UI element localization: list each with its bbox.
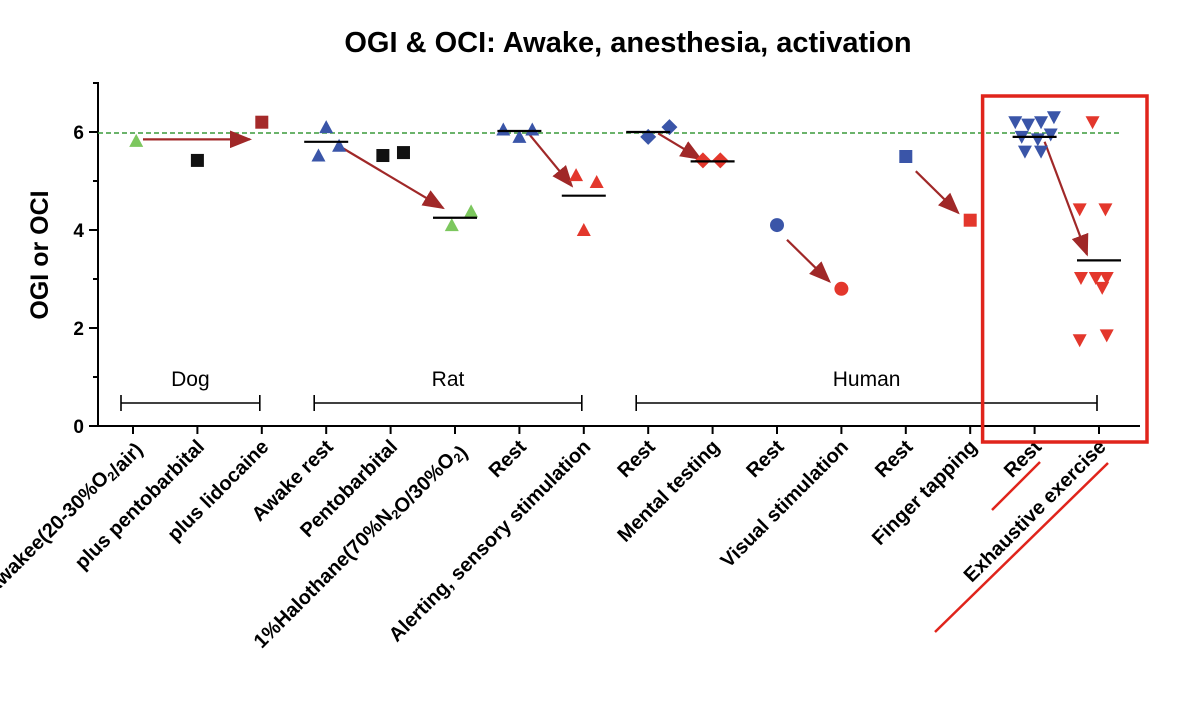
- arrows: [143, 130, 1089, 283]
- data-point-triangle-down: [1072, 203, 1087, 217]
- data-point-triangle: [129, 133, 144, 147]
- data-point-triangle-down: [1034, 116, 1049, 130]
- trend-arrow: [786, 239, 831, 283]
- data-point-triangle-down: [1021, 118, 1036, 132]
- data-point-triangle: [569, 168, 584, 182]
- group-brackets: Dog Rat Human: [120, 368, 1098, 411]
- data-point-triangle-down: [1008, 116, 1023, 130]
- data-point-triangle: [464, 204, 479, 218]
- data-point-diamond: [661, 119, 678, 136]
- data-point-square: [963, 213, 977, 227]
- data-point-triangle-down: [1085, 116, 1100, 130]
- highlight-underline-exercise: [934, 462, 1109, 633]
- data-point-triangle: [444, 218, 459, 232]
- highlight-group: [934, 94, 1149, 633]
- x-category-label: Rest: [742, 436, 788, 482]
- chart-title: OGI & OCI: Awake, anesthesia, activation: [344, 27, 911, 59]
- data-point-triangle-down: [1099, 329, 1114, 343]
- data-point-triangle: [319, 120, 334, 134]
- data-point-square: [899, 150, 913, 163]
- trend-arrow: [528, 133, 574, 188]
- data-point-triangle-down: [1073, 272, 1088, 286]
- trend-arrow: [1043, 141, 1089, 257]
- x-tick-labels: Awakee(20-30%O2/air)plus pentobarbitalpl…: [0, 436, 1111, 653]
- data-points: [129, 111, 1114, 348]
- label-text: Rest: [871, 436, 917, 482]
- data-point-triangle: [496, 122, 511, 136]
- mean-bars: [304, 129, 1121, 262]
- data-point-triangle-down: [1072, 334, 1087, 348]
- trend-arrow: [915, 170, 960, 215]
- data-point-triangle-down: [1095, 281, 1110, 295]
- data-point-triangle-down: [1017, 145, 1032, 159]
- y-axis-label: OGI or OCI: [26, 190, 54, 319]
- data-point-triangle-down: [1034, 145, 1049, 159]
- data-point-triangle: [512, 129, 527, 143]
- data-point-circle: [770, 218, 784, 233]
- trend-arrow: [657, 132, 703, 161]
- data-point-triangle-down: [1046, 111, 1061, 125]
- highlight-box: [980, 94, 1149, 444]
- y-tick-label: 0: [73, 417, 84, 438]
- label-text: O/30%O: [390, 449, 460, 519]
- data-point-triangle: [589, 174, 604, 188]
- data-point-square: [190, 153, 204, 167]
- data-point-triangle-down: [1030, 133, 1045, 147]
- x-category-label: Rest: [871, 436, 917, 482]
- data-point-triangle-down: [1099, 272, 1114, 286]
- y-tick-label: 2: [73, 319, 84, 340]
- label-text: Visual stimulation: [717, 436, 853, 572]
- axes: 0 2 4 6: [73, 82, 1140, 438]
- data-point-square: [396, 146, 410, 160]
- highlight-underline-rest: [991, 461, 1041, 511]
- x-category-label: Visual stimulation: [717, 436, 853, 572]
- label-text: Rest: [614, 436, 660, 482]
- group-label: Rat: [432, 368, 465, 391]
- y-tick-label: 6: [73, 123, 84, 144]
- trend-arrow: [335, 143, 445, 210]
- data-point-triangle-down: [1098, 203, 1113, 217]
- label-text: Rest: [742, 436, 788, 482]
- data-point-square: [376, 149, 390, 163]
- x-category-label: Rest: [485, 436, 531, 482]
- data-point-triangle-down: [1043, 128, 1058, 142]
- y-tick-label: 4: [73, 221, 84, 242]
- x-category-label: Rest: [614, 436, 660, 482]
- data-point-triangle: [525, 122, 540, 136]
- group-label: Human: [833, 368, 901, 391]
- data-point-triangle: [311, 148, 326, 162]
- group-label: Dog: [171, 368, 210, 391]
- data-point-square: [255, 115, 269, 129]
- data-point-triangle: [332, 138, 347, 152]
- data-point-triangle: [576, 223, 591, 236]
- data-point-circle: [834, 281, 849, 296]
- label-text: Rest: [485, 436, 531, 482]
- data-point-triangle-down: [1088, 272, 1103, 286]
